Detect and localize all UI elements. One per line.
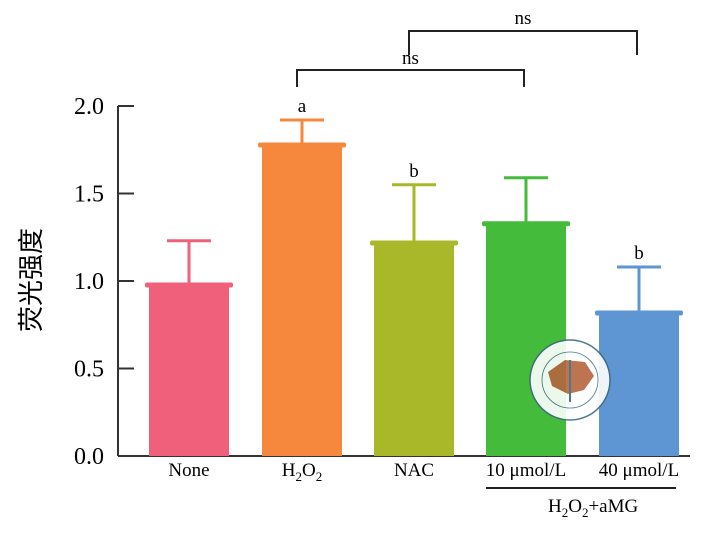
y-tick-label: 0.0 — [74, 444, 104, 470]
comparison-label: ns — [515, 8, 532, 29]
y-tick-label: 1.0 — [74, 269, 104, 295]
bar-cap — [482, 221, 570, 227]
bar — [374, 242, 454, 456]
significance-brackets: ns ns — [296, 8, 638, 87]
y-tick-label: 1.5 — [74, 182, 104, 208]
x-tick-label: 40 μmol/L — [599, 460, 679, 481]
bar — [149, 284, 229, 456]
x-tick-label: None — [168, 460, 209, 481]
bar — [262, 144, 342, 456]
x-tick-labels: None H2O2 NAC 10 μmol/L 40 μmol/L — [168, 460, 679, 484]
x-tick-label: H2O2 — [282, 460, 322, 484]
watermark-logo — [529, 339, 611, 421]
bar-cap — [258, 142, 346, 148]
x-tick-label: 10 μmol/L — [486, 460, 566, 481]
y-axis-label: 荧光强度 — [17, 228, 47, 332]
y-tick-label: 0.5 — [74, 357, 104, 383]
bar — [599, 312, 679, 456]
significance-letter: b — [409, 161, 419, 182]
bar — [486, 223, 566, 456]
bar-cap — [145, 282, 233, 288]
svg-text:H2O2+aMG: H2O2+aMG — [548, 496, 639, 520]
bar-cap — [370, 240, 458, 246]
comparison-bracket — [408, 30, 638, 55]
significance-letter: b — [634, 243, 644, 264]
comparison-label: ns — [402, 48, 419, 69]
comparison-bracket — [296, 69, 525, 87]
bar-cap — [595, 310, 683, 316]
y-tick-label: 2.0 — [74, 94, 104, 120]
group-label: H2O2+aMG — [486, 487, 676, 520]
significance-letter: a — [298, 96, 307, 117]
bars: a b b — [145, 96, 683, 456]
x-tick-label: NAC — [394, 460, 434, 481]
